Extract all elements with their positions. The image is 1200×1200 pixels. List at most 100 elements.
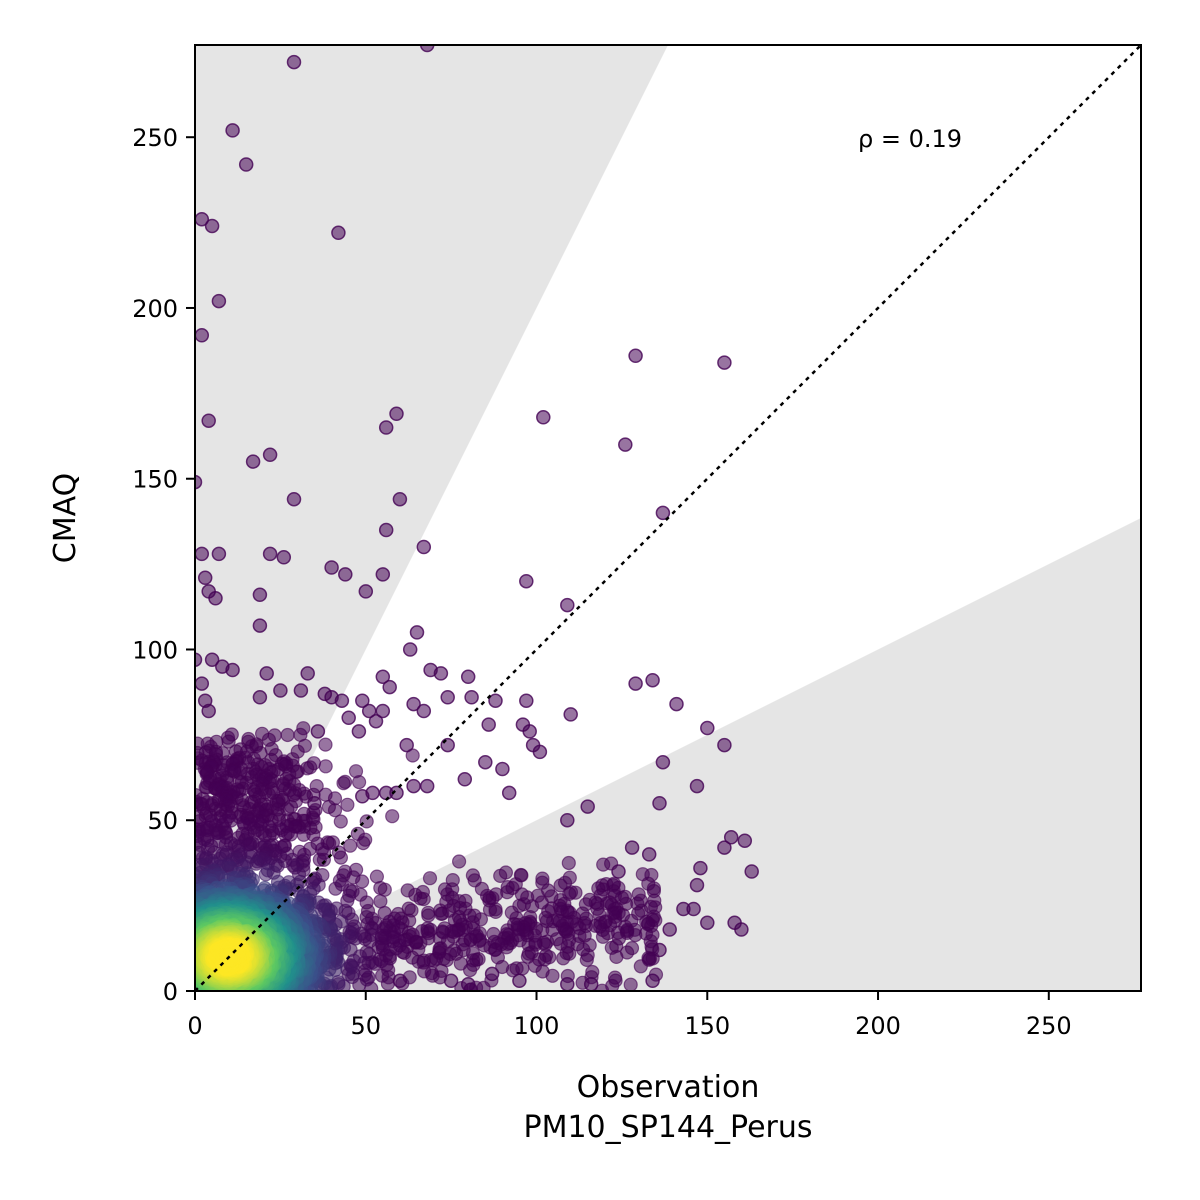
data-point-outlier bbox=[375, 567, 391, 582]
data-point-outlier bbox=[195, 676, 210, 691]
data-point-outlier bbox=[416, 539, 432, 555]
data-point-outlier bbox=[368, 713, 384, 729]
x-tick-label: 100 bbox=[514, 1012, 560, 1040]
data-point-outlier bbox=[273, 683, 288, 698]
data-point bbox=[280, 727, 295, 743]
data-point-outlier bbox=[689, 877, 705, 893]
data-point-outlier bbox=[406, 778, 421, 794]
data-point-outlier bbox=[460, 669, 476, 685]
x-tick-label: 250 bbox=[1026, 1012, 1072, 1040]
data-point-outlier bbox=[355, 693, 370, 708]
upper-shaded-band bbox=[195, 45, 668, 991]
data-point bbox=[556, 951, 571, 966]
data-point-outlier bbox=[563, 707, 578, 722]
x-tick-label: 0 bbox=[187, 1012, 202, 1040]
data-point-outlier bbox=[744, 864, 759, 879]
data-point bbox=[421, 908, 436, 923]
data-point-outlier bbox=[375, 669, 391, 685]
data-point-outlier bbox=[611, 864, 626, 879]
data-point-outlier bbox=[238, 157, 254, 172]
data-point-outlier bbox=[717, 737, 732, 753]
data-point bbox=[373, 894, 388, 909]
data-point-outlier bbox=[440, 690, 455, 705]
data-point-outlier bbox=[392, 973, 408, 989]
data-point-outlier bbox=[252, 618, 268, 633]
data-point-outlier bbox=[195, 474, 203, 490]
data-point bbox=[422, 871, 438, 886]
data-point-outlier bbox=[416, 703, 432, 719]
data-point-outlier bbox=[378, 522, 394, 538]
data-point-outlier bbox=[662, 922, 677, 937]
data-point-outlier bbox=[464, 690, 479, 705]
data-point-outlier bbox=[645, 672, 660, 688]
data-point-outlier bbox=[252, 690, 268, 705]
data-point bbox=[312, 852, 327, 867]
y-tick-label: 200 bbox=[132, 295, 178, 323]
data-point bbox=[296, 827, 311, 842]
data-point-outlier bbox=[737, 833, 753, 848]
data-point-outlier bbox=[457, 772, 473, 787]
data-point bbox=[373, 880, 388, 896]
data-point-outlier bbox=[402, 642, 418, 657]
data-point-outlier bbox=[618, 437, 633, 452]
data-point-outlier bbox=[225, 662, 240, 678]
data-point-outlier bbox=[201, 413, 216, 428]
y-tick-label: 100 bbox=[132, 636, 178, 664]
data-point-outlier bbox=[419, 45, 435, 53]
data-point-outlier bbox=[293, 683, 309, 698]
data-point-outlier bbox=[351, 724, 367, 739]
data-point-outlier bbox=[324, 560, 339, 575]
data-point-outlier bbox=[652, 795, 667, 811]
data-point bbox=[327, 803, 343, 818]
data-point-outlier bbox=[204, 652, 220, 667]
data-point bbox=[359, 814, 374, 829]
data-point-outlier bbox=[443, 973, 459, 989]
data-point-outlier bbox=[286, 54, 302, 70]
data-point-outlier bbox=[478, 754, 493, 770]
data-point-outlier bbox=[406, 696, 421, 712]
data-point-outlier bbox=[245, 454, 261, 469]
plot-frame bbox=[194, 44, 1142, 992]
data-point-outlier bbox=[365, 785, 380, 801]
data-point bbox=[561, 855, 576, 871]
data-point-outlier bbox=[252, 587, 268, 603]
data-point bbox=[385, 809, 400, 824]
data-point bbox=[467, 873, 482, 888]
data-point-outlier bbox=[197, 570, 213, 586]
data-point-outlier bbox=[717, 840, 732, 855]
data-point-outlier bbox=[204, 218, 220, 234]
data-point-outlier bbox=[734, 922, 749, 937]
data-point-outlier bbox=[645, 973, 660, 989]
data-point bbox=[434, 906, 449, 922]
data-point-outlier bbox=[519, 573, 534, 589]
x-tick-label: 50 bbox=[350, 1012, 381, 1040]
data-point-outlier bbox=[655, 754, 671, 770]
data-point-outlier bbox=[419, 778, 435, 794]
data-point-outlier bbox=[195, 328, 210, 343]
data-point bbox=[504, 905, 519, 920]
data-point-outlier bbox=[669, 696, 684, 712]
data-point-outlier bbox=[358, 584, 374, 599]
plot-area bbox=[195, 45, 1141, 991]
data-point bbox=[340, 797, 355, 812]
data-point-outlier bbox=[512, 973, 527, 989]
data-point-outlier bbox=[382, 679, 397, 695]
annotation-rho: ρ = 0.19 bbox=[858, 125, 962, 153]
data-point bbox=[356, 835, 371, 851]
data-point-outlier bbox=[208, 591, 223, 606]
data-point-outlier bbox=[375, 703, 391, 719]
data-point-outlier bbox=[259, 666, 274, 681]
data-point-outlier bbox=[389, 785, 404, 801]
x-axis-ticks: 0 50 100 150 200 250 bbox=[187, 991, 1072, 1040]
data-point-outlier bbox=[689, 778, 705, 794]
data-point-outlier bbox=[628, 676, 643, 691]
data-point-outlier bbox=[195, 546, 210, 562]
data-point-outlier bbox=[717, 355, 732, 370]
data-point-outlier bbox=[300, 666, 315, 681]
y-axis-label: CMAQ bbox=[48, 473, 83, 563]
data-point-outlier bbox=[262, 447, 278, 463]
data-point bbox=[596, 857, 611, 872]
data-point-outlier bbox=[440, 737, 455, 753]
data-point bbox=[623, 977, 638, 991]
